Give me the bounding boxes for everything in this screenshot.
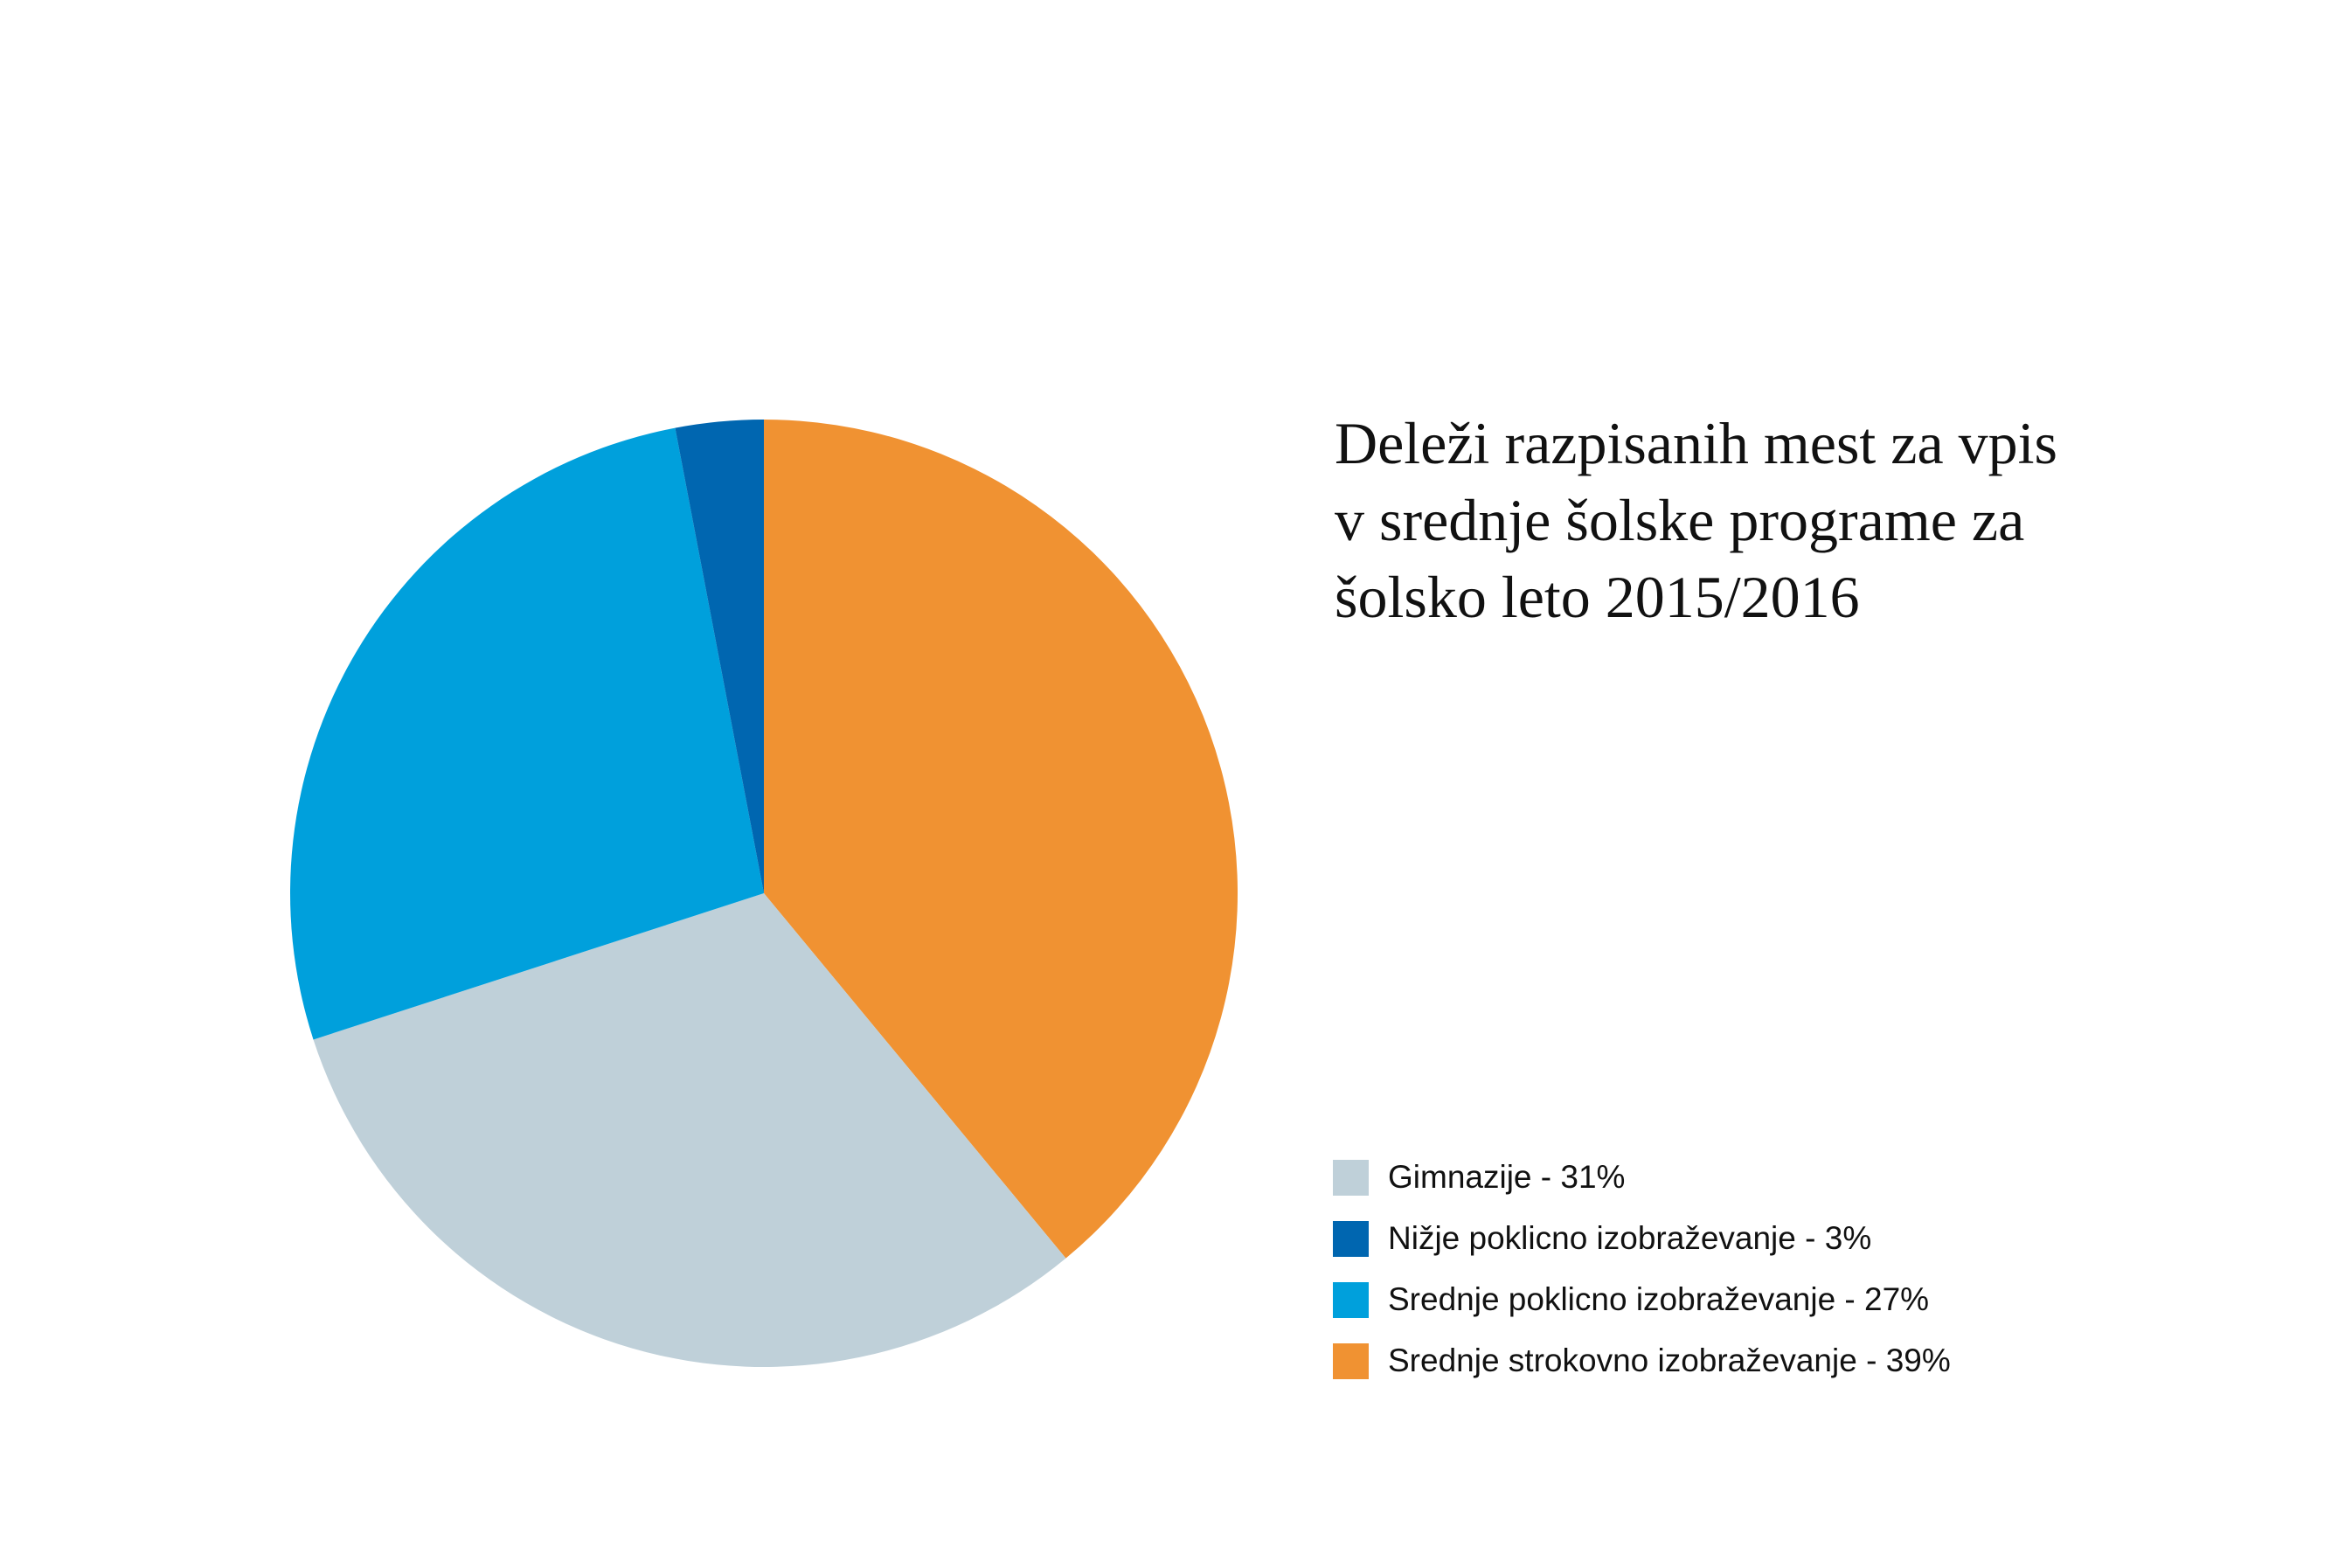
legend-label: Srednje strokovno izobraževanje - 39% — [1388, 1343, 1951, 1378]
legend-swatch — [1333, 1343, 1369, 1379]
chart-title: v srednje šolske programe za — [1335, 487, 2024, 553]
pie-slice — [289, 427, 764, 1040]
legend-label: Nižje poklicno izobraževanje - 3% — [1388, 1220, 1871, 1256]
legend-swatch — [1333, 1221, 1369, 1257]
pie-slice — [313, 893, 1066, 1367]
legend-swatch — [1333, 1282, 1369, 1318]
legend-swatch — [1333, 1160, 1369, 1196]
chart-title: Deleži razpisanih mest za vpis — [1335, 410, 2057, 476]
legend-label: Gimnazije - 31% — [1388, 1159, 1625, 1195]
chart-title: šolsko leto 2015/2016 — [1335, 564, 1860, 630]
pie-slice — [675, 420, 764, 893]
legend-label: Srednje poklicno izobraževanje - 27% — [1388, 1281, 1929, 1317]
pie-slice — [764, 420, 1238, 1259]
